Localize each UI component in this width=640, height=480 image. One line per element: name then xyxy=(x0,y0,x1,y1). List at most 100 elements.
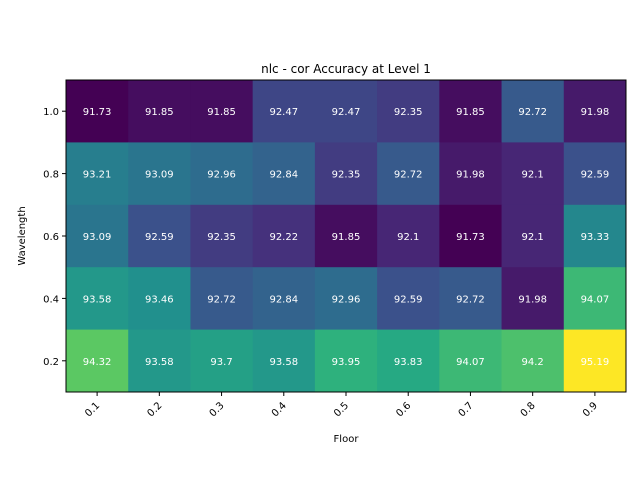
cell-value-label: 91.98 xyxy=(581,107,610,118)
heatmap-cell xyxy=(377,267,440,331)
cell-value-label: 92.47 xyxy=(332,107,361,118)
cell-value-label: 93.58 xyxy=(269,357,298,368)
cell-value-label: 91.98 xyxy=(456,170,485,181)
cell-value-label: 94.32 xyxy=(83,357,112,368)
heatmap-cell xyxy=(128,204,191,268)
heatmap-cell xyxy=(66,204,129,268)
heatmap-cell xyxy=(501,204,565,268)
cell-value-label: 92.72 xyxy=(394,170,423,181)
heatmap-cell xyxy=(190,80,254,143)
heatmap-cell xyxy=(252,329,316,393)
heatmap-cell xyxy=(314,80,378,143)
heatmap-cell xyxy=(252,80,316,143)
heatmap-cell xyxy=(501,142,565,206)
cell-value-label: 92.22 xyxy=(269,232,298,243)
heatmap-cell xyxy=(252,204,316,268)
y-tick-label: 0.6 xyxy=(43,232,59,243)
cell-value-label: 94.07 xyxy=(581,294,610,305)
cell-value-label: 93.21 xyxy=(83,170,112,181)
cell-value-label: 91.73 xyxy=(456,232,485,243)
heatmap-cell-labels: 91.73 91.85 91.85 92.47 92.47 92.35 91.85 92.72… xyxy=(83,107,609,368)
heatmap-cell xyxy=(128,267,191,331)
heatmap-cell xyxy=(190,329,254,393)
cell-value-label: 92.72 xyxy=(518,107,547,118)
cell-value-label: 92.1 xyxy=(522,170,544,181)
cell-value-label: 91.73 xyxy=(83,107,112,118)
heatmap-cell xyxy=(501,80,565,143)
heatmap-cell xyxy=(377,329,440,393)
cell-value-label: 93.58 xyxy=(83,294,112,305)
heatmap-cell xyxy=(314,204,378,268)
heatmap-cell xyxy=(439,142,503,206)
cell-value-label: 92.59 xyxy=(145,232,174,243)
cell-value-label: 92.35 xyxy=(207,232,236,243)
cell-value-label: 93.09 xyxy=(145,170,174,181)
y-tick-label: 1.0 xyxy=(43,107,59,118)
cell-value-label: 91.85 xyxy=(456,107,485,118)
heatmap-cell xyxy=(66,80,129,143)
cell-value-label: 94.2 xyxy=(522,357,544,368)
heatmap-cell xyxy=(252,267,316,331)
cell-value-label: 92.35 xyxy=(332,170,361,181)
cell-value-label: 92.84 xyxy=(269,170,298,181)
heatmap-cell xyxy=(563,267,627,331)
heatmap-cell xyxy=(439,204,503,268)
heatmap-cell xyxy=(501,267,565,331)
cell-value-label: 92.59 xyxy=(394,294,423,305)
cell-value-label: 91.85 xyxy=(207,107,236,118)
cell-value-label: 93.58 xyxy=(145,357,174,368)
cell-value-label: 93.95 xyxy=(332,357,361,368)
heatmap-cell xyxy=(314,329,378,393)
cell-value-label: 92.96 xyxy=(207,170,236,181)
cell-value-label: 92.59 xyxy=(581,170,610,181)
cell-value-label: 95.19 xyxy=(581,357,610,368)
heatmap-cells xyxy=(66,80,627,393)
heatmap-cell xyxy=(314,267,378,331)
y-axis-ticks: 1.0 0.8 0.6 0.4 0.2 xyxy=(43,107,66,368)
cell-value-label: 92.84 xyxy=(269,294,298,305)
heatmap-cell xyxy=(190,204,254,268)
cell-value-label: 92.47 xyxy=(269,107,298,118)
y-tick-label: 0.4 xyxy=(43,294,59,305)
heatmap-cell xyxy=(377,142,440,206)
heatmap-cell xyxy=(377,204,440,268)
y-tick-label: 0.8 xyxy=(43,170,59,181)
cell-value-label: 91.98 xyxy=(518,294,547,305)
heatmap-cell xyxy=(563,329,627,393)
cell-value-label: 92.72 xyxy=(207,294,236,305)
heatmap-cell xyxy=(66,329,129,393)
cell-value-label: 93.33 xyxy=(581,232,610,243)
heatmap-cell xyxy=(563,80,627,143)
heatmap-cell xyxy=(439,329,503,393)
y-tick-label: 0.2 xyxy=(43,357,59,368)
heatmap-cell xyxy=(190,267,254,331)
heatmap-cell xyxy=(563,204,627,268)
heatmap-cell xyxy=(252,142,316,206)
heatmap-cell xyxy=(439,80,503,143)
heatmap-cell xyxy=(66,267,129,331)
cell-value-label: 93.09 xyxy=(83,232,112,243)
heatmap-cell xyxy=(501,329,565,393)
cell-value-label: 91.85 xyxy=(332,232,361,243)
y-axis-label: Wavelength xyxy=(17,206,28,265)
chart-title: nlc - cor Accuracy at Level 1 xyxy=(261,62,431,76)
heatmap-cell xyxy=(128,329,191,393)
heatmap-cell xyxy=(314,142,378,206)
cell-value-label: 92.1 xyxy=(522,232,544,243)
cell-value-label: 93.7 xyxy=(210,357,232,368)
cell-value-label: 93.83 xyxy=(394,357,423,368)
heatmap-cell xyxy=(128,80,191,143)
heatmap-cell xyxy=(190,142,254,206)
x-axis-label: Floor xyxy=(334,434,360,445)
heatmap-cell xyxy=(66,142,129,206)
cell-value-label: 91.85 xyxy=(145,107,174,118)
heatmap-cell xyxy=(439,267,503,331)
cell-value-label: 93.46 xyxy=(145,294,174,305)
heatmap-cell xyxy=(377,80,440,143)
cell-value-label: 92.96 xyxy=(332,294,361,305)
cell-value-label: 92.35 xyxy=(394,107,423,118)
heatmap-cell xyxy=(128,142,191,206)
cell-value-label: 94.07 xyxy=(456,357,485,368)
cell-value-label: 92.1 xyxy=(397,232,419,243)
